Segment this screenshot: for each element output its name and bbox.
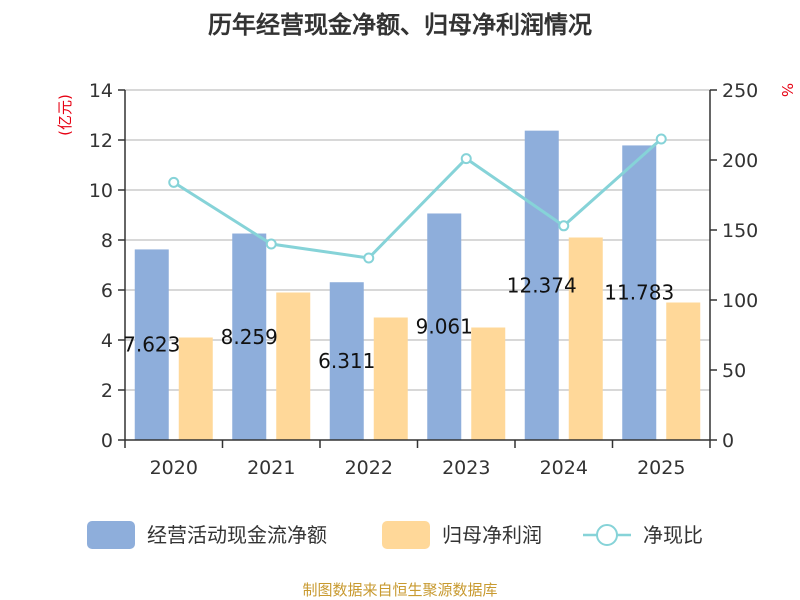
ratio-point	[168, 176, 180, 188]
bar	[373, 317, 408, 440]
bars	[134, 130, 701, 441]
legend-label[interactable]: 经营活动现金流净额	[147, 523, 327, 547]
x-tick-label: 2024	[540, 457, 588, 479]
legend-marker[interactable]	[596, 524, 618, 546]
grid	[125, 89, 710, 391]
source-note: 制图数据来自恒生聚源数据库	[302, 581, 497, 599]
x-tick-label: 2020	[150, 457, 198, 479]
y-left-tick-label: 8	[101, 230, 113, 252]
bar	[329, 282, 364, 440]
y-right-tick-label: 50	[722, 360, 746, 382]
ratio-line-group	[168, 133, 667, 264]
bar-value-label: 6.311	[318, 349, 375, 373]
legend-label[interactable]: 归母净利润	[442, 523, 542, 547]
bar	[232, 233, 267, 440]
y-left-unit: (亿元)	[56, 94, 74, 136]
y-left-tick-label: 10	[89, 180, 113, 202]
x-tick-label: 2022	[345, 457, 393, 479]
legend-swatch[interactable]	[382, 521, 430, 549]
bar-value-label: 9.061	[416, 315, 473, 339]
bar-value-label: 8.259	[221, 325, 278, 349]
bar	[427, 213, 462, 440]
bar-value-label: 7.623	[123, 333, 180, 357]
chart-title: 历年经营现金净额、归母净利润情况	[208, 11, 592, 39]
ratio-point	[460, 153, 472, 165]
legend-swatch[interactable]	[87, 521, 135, 549]
y-right-tick-label: 200	[722, 150, 758, 172]
x-tick-label: 2025	[637, 457, 685, 479]
bar	[178, 337, 213, 440]
bar	[276, 292, 311, 440]
axes: 0 2 4 6 8 10 12 14 0 50 100 150 200 250 2020 2021 2022 20…	[89, 80, 758, 479]
ratio-point	[363, 252, 375, 264]
x-tick-label: 2021	[247, 457, 295, 479]
y-left-tick-label: 12	[89, 130, 113, 152]
ratio-line	[172, 137, 663, 260]
ratio-point	[655, 133, 667, 145]
data-labels: 7.623 8.259 6.311 9.061 12.374 11.783	[123, 273, 674, 373]
legend[interactable]: 经营活动现金流净额 归母净利润 净现比	[87, 521, 703, 549]
bar-value-label: 11.783	[604, 281, 674, 305]
y-left-tick-label: 0	[101, 430, 113, 452]
legend-label[interactable]: 净现比	[643, 523, 703, 547]
y-left-tick-label: 4	[101, 330, 113, 352]
x-tick-label: 2023	[442, 457, 490, 479]
bar	[524, 130, 559, 440]
y-left-tick-label: 2	[101, 380, 113, 402]
bar-value-label: 12.374	[507, 273, 577, 297]
y-right-tick-label: 150	[722, 220, 758, 242]
bar	[134, 249, 169, 440]
y-right-tick-label: 0	[722, 430, 734, 452]
bar	[666, 302, 701, 440]
y-left-tick-label: 14	[89, 80, 113, 102]
y-right-unit: %	[778, 83, 796, 97]
ratio-point	[558, 220, 570, 232]
bar	[622, 145, 657, 441]
y-right-tick-label: 100	[722, 290, 758, 312]
y-left-tick-label: 6	[101, 280, 113, 302]
bar	[568, 237, 603, 440]
ratio-point	[265, 238, 277, 250]
bar	[471, 327, 506, 440]
y-right-tick-label: 250	[722, 80, 758, 102]
